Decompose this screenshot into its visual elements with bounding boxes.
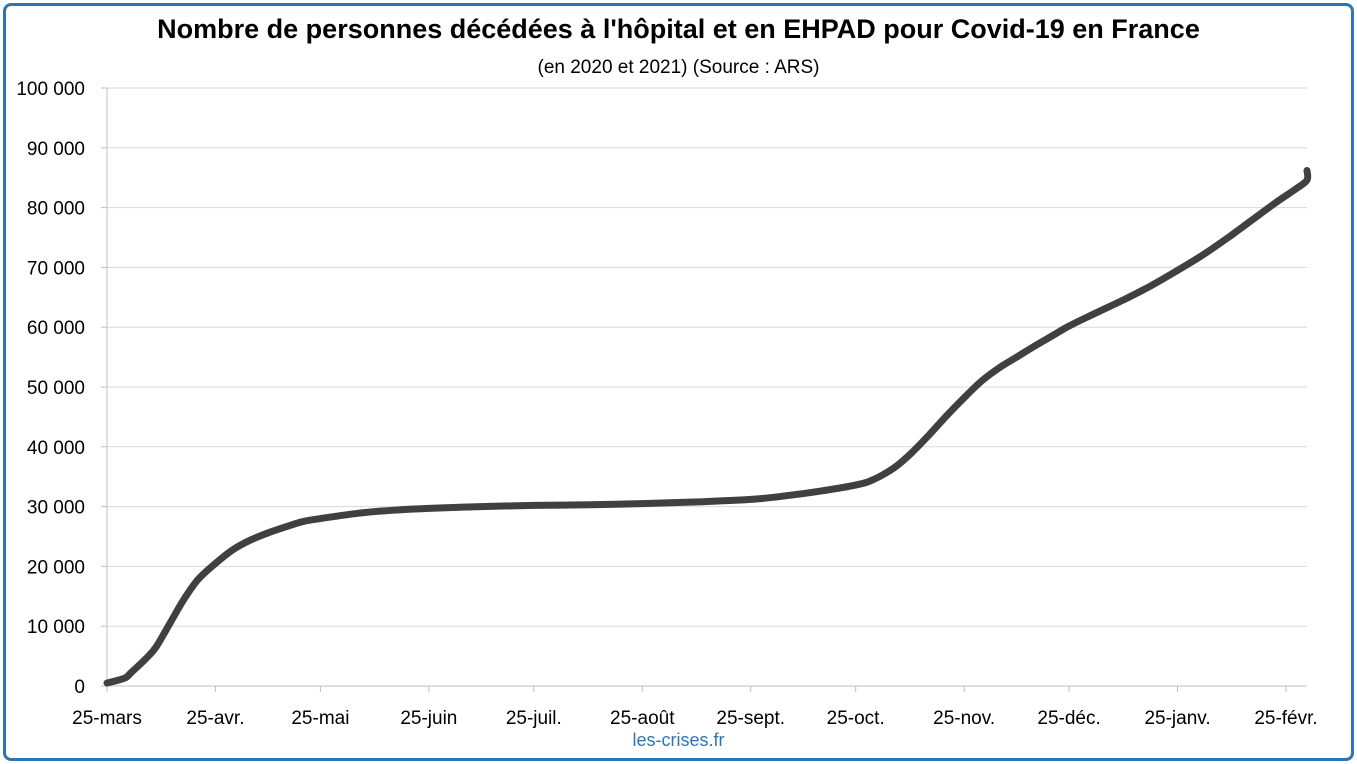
- y-tick-label: 70 000: [27, 258, 85, 279]
- y-tick-label: 10 000: [27, 617, 85, 638]
- y-tick-label: 0: [74, 677, 85, 698]
- x-tick-label: 25-mars: [72, 708, 142, 729]
- series-line: [103, 167, 1312, 687]
- x-tick-label: 25-juil.: [506, 708, 562, 729]
- y-tick-label: 100 000: [16, 79, 85, 100]
- series-layer: [103, 167, 1312, 687]
- y-tick-label: 40 000: [27, 438, 85, 459]
- chart-subtitle: (en 2020 et 2021) (Source : ARS): [537, 57, 820, 78]
- x-tick-label: 25-févr.: [1254, 708, 1317, 729]
- chart-frame: [3, 3, 1354, 761]
- y-tick-label: 30 000: [27, 498, 85, 519]
- y-tick-label: 80 000: [27, 199, 85, 220]
- x-tick-label: 25-janv.: [1144, 708, 1210, 729]
- x-tick-label: 25-oct.: [827, 708, 885, 729]
- chart-title: Nombre de personnes décédées à l'hôpital…: [157, 14, 1200, 44]
- x-axis-ticks: 25-mars 25-avr. 25-mai 25-juin 25-juil. 25-ao…: [72, 686, 1318, 729]
- x-tick-label: 25-août: [610, 708, 675, 729]
- y-tick-label: 50 000: [27, 378, 85, 399]
- source-label: les-crises.fr: [632, 730, 725, 750]
- y-tick-label: 60 000: [27, 318, 85, 339]
- x-tick-label: 25-nov.: [933, 708, 995, 729]
- y-axis-ticks: 0 10 000 20 000 30 000 40 000 50 000 60 000 70 …: [16, 79, 107, 698]
- x-tick-label: 25-mai: [291, 708, 349, 729]
- gridlines: [107, 87, 1307, 627]
- x-tick-label: 25-déc.: [1037, 708, 1100, 729]
- x-tick-label: 25-sept.: [716, 708, 785, 729]
- y-tick-label: 20 000: [27, 557, 85, 578]
- x-tick-label: 25-juin: [400, 708, 457, 729]
- x-tick-label: 25-avr.: [186, 708, 244, 729]
- y-tick-label: 90 000: [27, 139, 85, 160]
